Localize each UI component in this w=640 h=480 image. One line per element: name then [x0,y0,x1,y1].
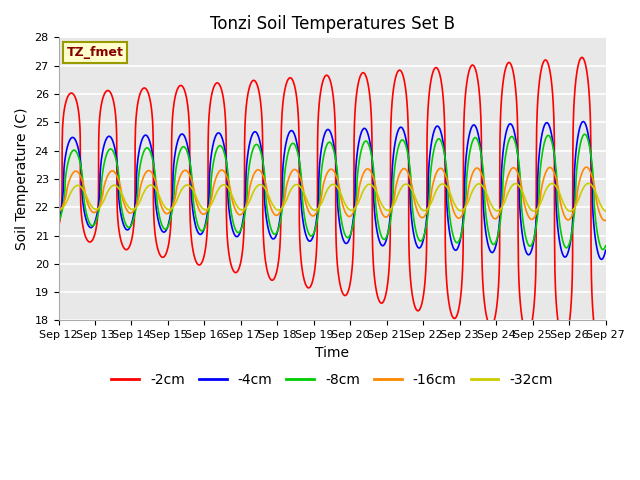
Line: -32cm: -32cm [58,183,605,211]
-8cm [288,141,296,146]
-2cm [117,238,125,243]
X-axis label: Time: Time [315,346,349,360]
-16cm [532,211,540,217]
Line: -4cm: -4cm [58,121,605,259]
Y-axis label: Soil Temperature (C): Soil Temperature (C) [15,108,29,250]
-32cm [591,189,599,194]
-16cm [54,209,62,215]
-16cm [591,187,599,192]
-16cm [264,196,272,202]
-16cm [582,164,590,170]
-8cm [599,247,607,252]
Title: Tonzi Soil Temperatures Set B: Tonzi Soil Temperatures Set B [209,15,454,33]
Text: TZ_fmet: TZ_fmet [67,46,124,59]
-16cm [601,217,609,223]
-8cm [602,243,609,249]
-8cm [581,132,589,137]
Line: -8cm: -8cm [58,134,605,250]
-16cm [117,186,125,192]
-2cm [596,346,604,352]
-16cm [150,173,157,179]
-2cm [264,272,272,277]
-4cm [579,119,587,124]
-2cm [602,329,609,335]
-16cm [288,168,296,174]
-2cm [578,55,586,60]
-8cm [532,225,540,231]
-2cm [150,197,157,203]
Legend: -2cm, -4cm, -8cm, -16cm, -32cm: -2cm, -4cm, -8cm, -16cm, -32cm [106,368,559,393]
-2cm [591,330,599,336]
-32cm [54,206,62,212]
Line: -2cm: -2cm [58,58,605,349]
-32cm [532,207,540,213]
-2cm [288,76,296,82]
-4cm [598,256,605,262]
-32cm [584,180,592,186]
-4cm [532,222,540,228]
-32cm [288,185,296,191]
-8cm [150,160,157,166]
-32cm [150,183,157,189]
-8cm [117,201,125,206]
-2cm [54,224,62,229]
-4cm [54,217,62,223]
-8cm [264,215,272,220]
-4cm [602,248,609,253]
-32cm [264,192,272,198]
-4cm [591,233,599,239]
Line: -16cm: -16cm [58,167,605,220]
-8cm [591,212,599,217]
-4cm [117,211,125,217]
-16cm [602,217,609,223]
-32cm [117,189,125,195]
-32cm [602,208,609,214]
-4cm [264,226,272,232]
-4cm [150,158,157,164]
-4cm [288,128,296,133]
-32cm [566,208,574,214]
-8cm [54,219,62,225]
-2cm [532,263,540,269]
